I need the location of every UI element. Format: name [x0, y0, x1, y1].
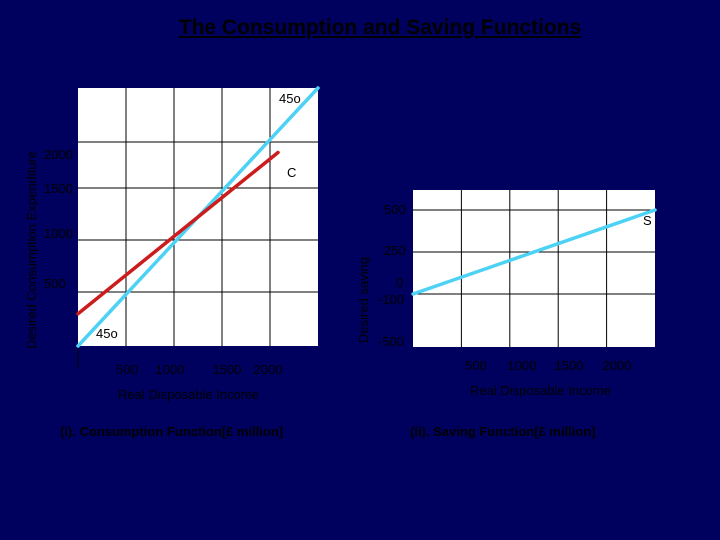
consumption-series-1 — [76, 150, 280, 316]
consumption-chart — [76, 86, 320, 368]
saving-plot-area — [413, 190, 655, 347]
saving-chart — [411, 190, 657, 347]
consumption-x-tick: 1000 — [155, 362, 185, 377]
consumption-x-tick: 1500 — [212, 362, 242, 377]
page-title: The Consumption and Saving Functions — [178, 16, 582, 39]
saving-ylabel: Desired saving — [356, 257, 371, 343]
saving-x-tick: 500 — [465, 358, 487, 373]
saving-series-0 — [411, 208, 657, 296]
saving-x-tick: 1500 — [554, 358, 584, 373]
consumption-xlabel: Real Disposable Income — [118, 387, 259, 402]
consumption-45-label: 45o — [279, 91, 301, 106]
consumption-ylabel: Desired Consumption Expenditure — [24, 151, 39, 349]
saving-y-tick: -500 — [378, 334, 405, 349]
consumption-y-tick: 2000 — [44, 147, 73, 162]
consumption-x-tick: 500 — [116, 362, 138, 377]
saving-y-tick: -100 — [378, 292, 405, 307]
consumption-caption: (i). Consumption Function[£ million] — [60, 424, 284, 439]
saving-y-tick: 250 — [384, 243, 406, 258]
saving-y-tick: 500 — [384, 202, 406, 217]
saving-x-tick: 2000 — [602, 358, 632, 373]
consumption-c-label: C — [287, 165, 297, 180]
saving-y-tick: 0 — [396, 275, 404, 290]
saving-x-tick: 1000 — [507, 358, 537, 373]
saving-xlabel: Real Disposable Income — [470, 383, 611, 398]
saving-caption: (ii). Saving Function[£ million] — [410, 424, 596, 439]
consumption-origin-45-label: 45o — [96, 326, 118, 341]
consumption-y-tick: 1500 — [44, 181, 73, 196]
consumption-x-tick: 2000 — [253, 362, 283, 377]
saving-s-label: S — [643, 213, 652, 228]
consumption-y-tick: 1000 — [44, 226, 73, 241]
consumption-y-tick: 500 — [44, 276, 66, 291]
